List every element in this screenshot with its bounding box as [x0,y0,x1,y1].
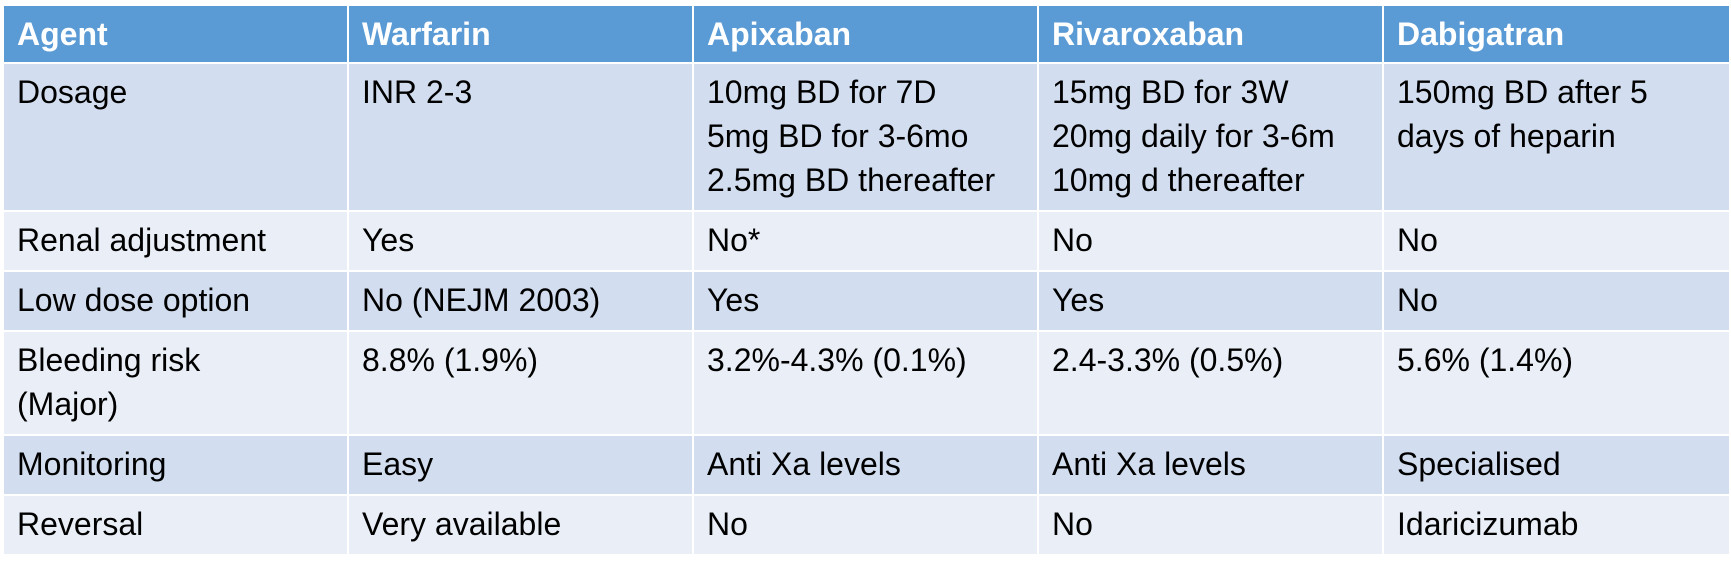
cell-warfarin: INR 2-3 [347,62,694,212]
cell-line: No [1397,282,1438,318]
cell-warfarin: No (NEJM 2003) [347,270,694,332]
row-label: Dosage [2,62,349,212]
row-label-line: Dosage [17,74,128,110]
cell-line: Yes [1052,282,1105,318]
cell-line: 5mg BD for 3-6mo [707,118,969,154]
cell-line: Idaricizumab [1397,506,1579,542]
table-row: Monitoring Easy Anti Xa levels Anti Xa leve… [2,434,1731,496]
cell-line: Anti Xa levels [1052,446,1246,482]
cell-warfarin: Easy [347,434,694,496]
cell-line: 150mg BD after 5 [1397,74,1648,110]
row-label: Low dose option [2,270,349,332]
table-row: Bleeding risk (Major) 8.8% (1.9%) 3.2%-4.3%… [2,330,1731,436]
cell-line: No [1397,222,1438,258]
header-agent: Agent [2,4,349,64]
cell-line: Very available [362,506,562,542]
cell-line: 2.4-3.3% (0.5%) [1052,342,1284,378]
cell-apixaban: No* [692,210,1039,272]
cell-apixaban: Anti Xa levels [692,434,1039,496]
row-label-line: (Major) [17,386,119,422]
header-rivaroxaban: Rivaroxaban [1037,4,1384,64]
cell-line: 5.6% (1.4%) [1397,342,1574,378]
cell-dabigatran: Idaricizumab [1382,494,1731,556]
row-label-line: Monitoring [17,446,167,482]
cell-warfarin: 8.8% (1.9%) [347,330,694,436]
table-row: Dosage INR 2-3 10mg BD for 7D 5mg BD for 3-… [2,62,1731,212]
cell-line: 8.8% (1.9%) [362,342,539,378]
cell-line: INR 2-3 [362,74,473,110]
cell-rivaroxaban: 15mg BD for 3W 20mg daily for 3-6m 10mg d … [1037,62,1384,212]
row-label: Monitoring [2,434,349,496]
cell-line: No [707,506,748,542]
cell-rivaroxaban: No [1037,494,1384,556]
cell-line: 20mg daily for 3-6m [1052,118,1335,154]
header-apixaban: Apixaban [692,4,1039,64]
cell-apixaban: No [692,494,1039,556]
cell-rivaroxaban: Anti Xa levels [1037,434,1384,496]
cell-line: Yes [362,222,415,258]
cell-line: 2.5mg BD thereafter [707,162,996,198]
cell-line: days of heparin [1397,118,1616,154]
cell-dabigatran: No [1382,210,1731,272]
cell-apixaban: 10mg BD for 7D 5mg BD for 3-6mo 2.5mg BD t… [692,62,1039,212]
table-row: Renal adjustment Yes No* No No [2,210,1731,272]
cell-line: No* [707,222,761,258]
cell-apixaban: 3.2%-4.3% (0.1%) [692,330,1039,436]
cell-line: No [1052,222,1093,258]
cell-line: No [1052,506,1093,542]
cell-warfarin: Yes [347,210,694,272]
cell-line: 3.2%-4.3% (0.1%) [707,342,967,378]
cell-rivaroxaban: Yes [1037,270,1384,332]
row-label: Renal adjustment [2,210,349,272]
row-label-line: Renal adjustment [17,222,267,258]
cell-line: 15mg BD for 3W [1052,74,1289,110]
cell-apixaban: Yes [692,270,1039,332]
cell-line: Specialised [1397,446,1561,482]
row-label-line: Low dose option [17,282,251,318]
header-warfarin: Warfarin [347,4,694,64]
cell-dabigatran: 5.6% (1.4%) [1382,330,1731,436]
cell-rivaroxaban: No [1037,210,1384,272]
table-body: Dosage INR 2-3 10mg BD for 7D 5mg BD for 3-… [2,62,1731,556]
row-label-line: Reversal [17,506,144,542]
header-row: Agent Warfarin Apixaban Rivaroxaban Dabi… [2,4,1731,64]
row-label: Bleeding risk (Major) [2,330,349,436]
cell-rivaroxaban: 2.4-3.3% (0.5%) [1037,330,1384,436]
cell-dabigatran: Specialised [1382,434,1731,496]
cell-line: Easy [362,446,434,482]
header-dabigatran: Dabigatran [1382,4,1731,64]
cell-line: Yes [707,282,760,318]
cell-line: No (NEJM 2003) [362,282,601,318]
row-label-line: Bleeding risk [17,342,201,378]
row-label: Reversal [2,494,349,556]
cell-line: Anti Xa levels [707,446,901,482]
cell-dabigatran: No [1382,270,1731,332]
cell-line: 10mg d thereafter [1052,162,1305,198]
table-row: Low dose option No (NEJM 2003) Yes Yes No [2,270,1731,332]
cell-dabigatran: 150mg BD after 5 days of heparin [1382,62,1731,212]
anticoagulant-comparison-table: Agent Warfarin Apixaban Rivaroxaban Dabi… [2,4,1731,556]
cell-line: 10mg BD for 7D [707,74,937,110]
table-row: Reversal Very available No No Idaricizumab [2,494,1731,556]
cell-warfarin: Very available [347,494,694,556]
